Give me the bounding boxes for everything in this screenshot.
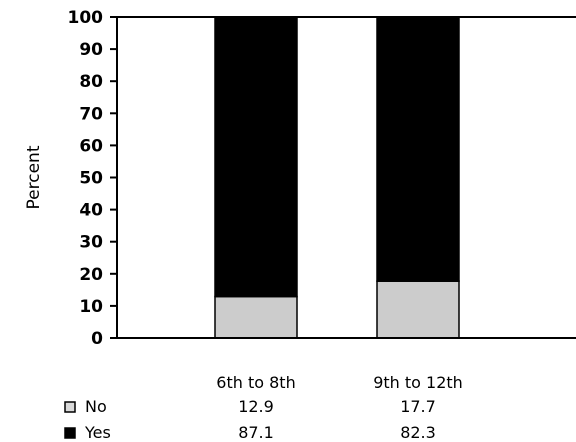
y-tick-label: 90 [79, 40, 103, 60]
data-value-label: 12.9 [238, 397, 274, 416]
legend-swatch [64, 401, 76, 413]
bars-group [214, 16, 460, 339]
bar-segment [214, 16, 298, 298]
y-tick-label: 20 [79, 265, 103, 285]
bar-segment [214, 295, 298, 339]
data-value-label: 82.3 [400, 423, 436, 442]
bar-segment [376, 16, 460, 282]
y-axis-title: Percent [24, 145, 44, 209]
category-label: 9th to 12th [373, 373, 463, 392]
data-table: 6th to 8th 9th to 12th No 12.9 17.7 Yes 87.1 82… [64, 373, 463, 442]
y-tick-label: 60 [79, 136, 103, 156]
data-value-label: 87.1 [238, 423, 274, 442]
legend-label: No [85, 397, 107, 416]
y-tick-label: 70 [79, 104, 103, 124]
legend-label: Yes [84, 423, 111, 442]
y-tick-label: 40 [79, 201, 103, 221]
y-tick-label: 30 [79, 233, 103, 253]
category-label: 6th to 8th [216, 373, 295, 392]
data-value-label: 17.7 [400, 397, 436, 416]
y-tick-label: 80 [79, 72, 103, 92]
y-tick-label: 0 [91, 329, 103, 349]
legend-swatch [64, 427, 76, 439]
bar-segment [376, 280, 460, 339]
y-tick-label: 10 [79, 297, 103, 317]
y-tick-label: 100 [68, 8, 104, 28]
y-tick-label: 50 [79, 169, 103, 189]
y-ticks: 0 10 20 30 40 50 60 70 80 90 100 [68, 8, 117, 349]
